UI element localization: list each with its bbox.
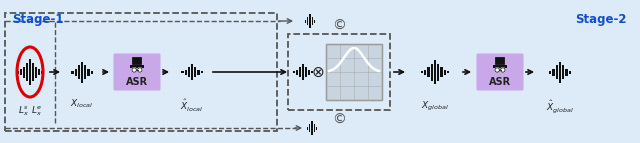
Bar (288, 34, 390, 110)
Text: $X_{local}$: $X_{local}$ (70, 98, 93, 111)
Bar (316, 127, 317, 130)
Bar (311, 121, 313, 135)
Bar (197, 69, 200, 75)
Text: $\hat{X}_{global}$: $\hat{X}_{global}$ (546, 98, 574, 115)
Text: $\hat{X}_{local}$: $\hat{X}_{local}$ (180, 98, 204, 114)
Bar (569, 70, 571, 74)
Bar (200, 71, 203, 73)
Bar (420, 71, 423, 73)
Bar (302, 64, 304, 80)
Bar (437, 63, 440, 81)
Bar (188, 67, 190, 77)
Bar (74, 68, 77, 76)
Bar (326, 44, 382, 100)
Circle shape (495, 68, 499, 72)
Bar (42, 70, 44, 74)
Text: ⊗: ⊗ (312, 64, 324, 80)
Bar (130, 64, 144, 67)
Text: ©: © (332, 19, 346, 33)
Bar (38, 69, 40, 75)
Bar (32, 63, 34, 81)
Bar (431, 63, 433, 81)
Bar (309, 14, 311, 28)
Text: Stage-2: Stage-2 (575, 13, 627, 26)
Bar (184, 69, 187, 75)
Bar (77, 65, 80, 79)
Bar (566, 68, 568, 76)
FancyBboxPatch shape (477, 53, 524, 91)
Text: Stage-1: Stage-1 (12, 13, 63, 26)
Text: $L_x^e$: $L_x^e$ (31, 104, 43, 118)
Bar (84, 65, 86, 79)
Bar (181, 71, 184, 73)
Bar (81, 61, 83, 83)
Bar (493, 64, 507, 67)
Bar (434, 60, 436, 84)
Bar (35, 66, 37, 78)
Bar (293, 71, 295, 73)
Bar (307, 127, 308, 130)
Bar (447, 71, 449, 73)
Circle shape (132, 68, 136, 72)
Bar (305, 19, 306, 22)
Circle shape (500, 68, 505, 72)
Bar (552, 68, 554, 76)
Bar (299, 67, 301, 77)
Bar (440, 67, 443, 77)
Bar (559, 61, 561, 83)
Circle shape (138, 68, 142, 72)
FancyBboxPatch shape (495, 57, 505, 65)
Text: ©: © (332, 113, 346, 127)
Bar (90, 70, 93, 74)
Bar (428, 67, 429, 77)
Bar (307, 17, 308, 25)
Text: $L_x^s$: $L_x^s$ (17, 104, 28, 118)
Bar (296, 69, 298, 75)
Bar (194, 67, 196, 77)
Bar (314, 19, 316, 22)
Bar (5, 13, 277, 131)
Bar (556, 65, 558, 79)
Bar (424, 69, 426, 75)
Text: $X_{global}$: $X_{global}$ (421, 100, 449, 113)
Bar (191, 64, 193, 80)
Bar (444, 69, 446, 75)
Bar (314, 124, 315, 132)
Bar (549, 70, 551, 74)
Bar (305, 67, 307, 77)
Bar (26, 63, 28, 81)
Bar (17, 70, 19, 74)
Bar (29, 59, 31, 85)
Bar (562, 65, 564, 79)
Bar (308, 69, 310, 75)
Bar (87, 68, 90, 76)
Text: ASR: ASR (126, 77, 148, 87)
FancyBboxPatch shape (113, 53, 161, 91)
FancyBboxPatch shape (132, 57, 142, 65)
Bar (309, 124, 310, 132)
Text: ASR: ASR (489, 77, 511, 87)
Bar (312, 17, 313, 25)
Bar (71, 70, 74, 74)
Bar (310, 71, 313, 73)
Bar (22, 66, 25, 78)
Bar (20, 69, 22, 75)
